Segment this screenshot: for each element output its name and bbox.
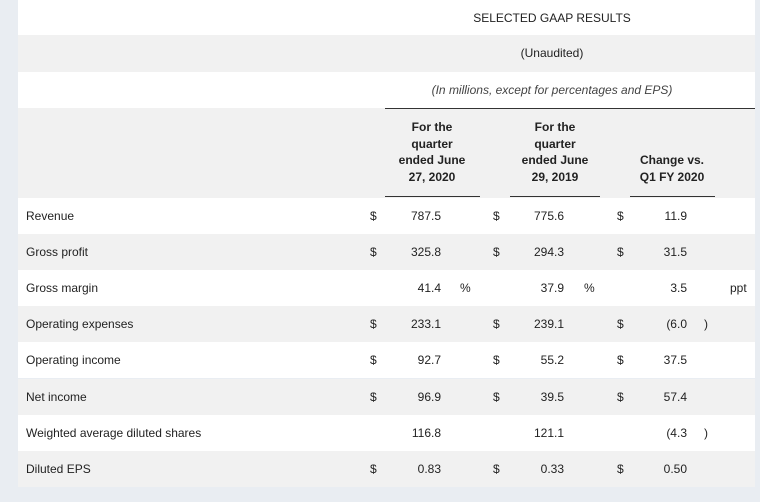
row-label: Diluted EPS — [26, 461, 91, 476]
row-label: Net income — [26, 389, 87, 404]
currency: $ — [493, 245, 500, 260]
value: 11.9 — [664, 209, 687, 223]
value: (4.3 — [666, 425, 687, 440]
data-row — [18, 198, 755, 235]
data-row — [18, 342, 755, 379]
column-header: quarter — [534, 136, 576, 151]
currency: $ — [370, 209, 377, 223]
unit: % — [460, 281, 471, 296]
value: 116.8 — [411, 425, 441, 440]
value: 55.2 — [540, 353, 564, 368]
value: 96.9 — [417, 389, 441, 404]
currency: $ — [370, 389, 377, 404]
column-header: For the — [411, 120, 453, 134]
subtitle-row — [18, 35, 755, 72]
row-label: Operating expenses — [26, 317, 134, 332]
unit: % — [584, 281, 595, 296]
currency: $ — [617, 317, 624, 332]
note: (In millions, except for percentages and… — [431, 83, 673, 97]
value: 121.1 — [533, 425, 564, 440]
value: 31.5 — [663, 245, 687, 260]
value: 41.4 — [417, 281, 441, 296]
column-header: Change vs. — [639, 153, 705, 167]
row-label: Revenue — [26, 209, 75, 223]
value: 787.5 — [410, 209, 441, 223]
value: (6.0 — [666, 317, 687, 332]
value: 39.5 — [540, 389, 564, 404]
data-row — [18, 270, 755, 307]
value: 3.5 — [670, 281, 687, 296]
column-header: ended June — [521, 153, 589, 167]
row-label: Gross profit — [26, 245, 89, 260]
value: 0.33 — [540, 461, 564, 476]
data-row — [18, 306, 755, 343]
currency: $ — [617, 353, 624, 368]
currency: $ — [370, 461, 377, 476]
data-row — [18, 450, 755, 487]
column-header: 27, 2020 — [408, 169, 456, 184]
column-header: quarter — [411, 136, 453, 151]
column-header: Q1 FY 2020 — [639, 169, 705, 184]
currency: $ — [617, 245, 624, 260]
currency: $ — [617, 209, 624, 223]
currency: $ — [617, 389, 624, 404]
currency: $ — [617, 461, 624, 476]
value: 325.8 — [410, 245, 441, 260]
subtitle: (Unaudited) — [520, 46, 584, 60]
rule — [510, 196, 600, 197]
rule — [385, 196, 480, 197]
data-row — [18, 378, 755, 415]
unit: ) — [704, 317, 708, 332]
currency: $ — [493, 461, 500, 476]
unit: ppt — [730, 281, 747, 296]
currency: $ — [493, 353, 500, 368]
row-label: Operating income — [26, 353, 121, 368]
title-row — [18, 0, 755, 35]
row-label: Gross margin — [26, 281, 99, 296]
row-label: Weighted average diluted shares — [26, 425, 202, 440]
data-row — [18, 234, 755, 271]
note-row — [18, 72, 755, 108]
unit: ) — [704, 425, 708, 440]
data-row — [18, 414, 755, 451]
value: 233.1 — [410, 317, 441, 332]
rule — [630, 196, 715, 197]
value: 92.7 — [417, 353, 441, 368]
title: SELECTED GAAP RESULTS — [473, 11, 631, 25]
value: 37.9 — [540, 281, 564, 296]
value: 0.50 — [663, 461, 687, 476]
rule — [385, 108, 755, 109]
currency: $ — [493, 389, 500, 404]
value: 239.1 — [533, 317, 564, 332]
column-header: ended June — [398, 153, 466, 167]
currency: $ — [370, 245, 377, 260]
currency: $ — [370, 317, 377, 332]
currency: $ — [493, 209, 500, 223]
column-header: 29, 2019 — [531, 169, 579, 184]
currency: $ — [493, 317, 500, 332]
column-header: For the — [534, 120, 576, 134]
currency: $ — [370, 353, 377, 368]
value: 775.6 — [533, 209, 564, 223]
value: 0.83 — [417, 461, 441, 476]
value: 37.5 — [663, 353, 687, 368]
value: 57.4 — [663, 389, 687, 404]
value: 294.3 — [533, 245, 564, 260]
header-row — [18, 108, 755, 198]
